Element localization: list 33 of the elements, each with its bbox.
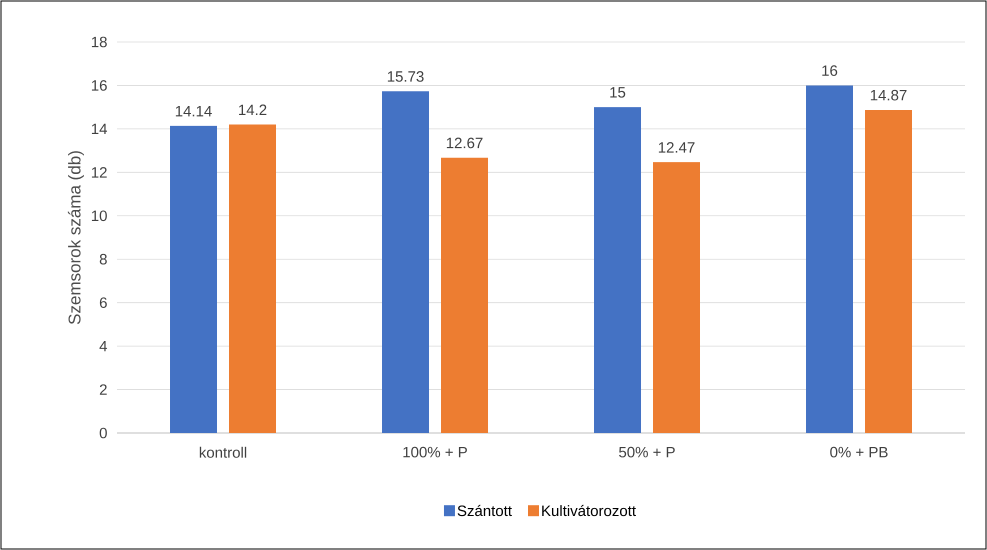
bar	[653, 162, 700, 433]
y-axis-title: Szemsorok száma (db)	[68, 151, 84, 324]
data-label: 15.73	[388, 71, 424, 82]
data-label: 14.14	[176, 106, 212, 116]
x-tick-label: 50% + P	[619, 446, 675, 458]
y-tick-label: 2	[100, 384, 107, 395]
legend-label: Szántott	[458, 504, 512, 516]
y-tick-label: 4	[99, 340, 108, 352]
data-label: 12.67	[446, 138, 483, 148]
bar	[229, 124, 276, 433]
y-tick-label: 8	[100, 254, 107, 265]
data-label: 14.87	[870, 90, 907, 100]
y-tick-label: 14	[92, 124, 108, 134]
bar	[170, 126, 218, 433]
bar	[382, 91, 430, 433]
y-tick-label: 6	[100, 297, 107, 308]
bar	[865, 110, 912, 433]
y-tick-label: 16	[92, 80, 107, 91]
x-tick-label: kontroll	[200, 446, 246, 458]
data-label: 15	[610, 87, 626, 98]
y-tick-label: 0	[100, 428, 107, 438]
data-label: 12.47	[658, 142, 695, 153]
legend-label: Kultivátorozott	[542, 504, 636, 516]
bar	[806, 85, 854, 433]
x-tick-label: 100% + P	[403, 446, 467, 458]
y-tick-label: 10	[92, 210, 107, 222]
bar	[441, 158, 488, 433]
x-tick-label: 0% + PB	[830, 446, 888, 458]
data-label: 14.2	[239, 104, 266, 116]
bar	[594, 107, 642, 433]
y-tick-label: 18	[92, 36, 107, 48]
y-tick-label: 12	[92, 167, 107, 178]
data-label: 16	[822, 65, 838, 76]
